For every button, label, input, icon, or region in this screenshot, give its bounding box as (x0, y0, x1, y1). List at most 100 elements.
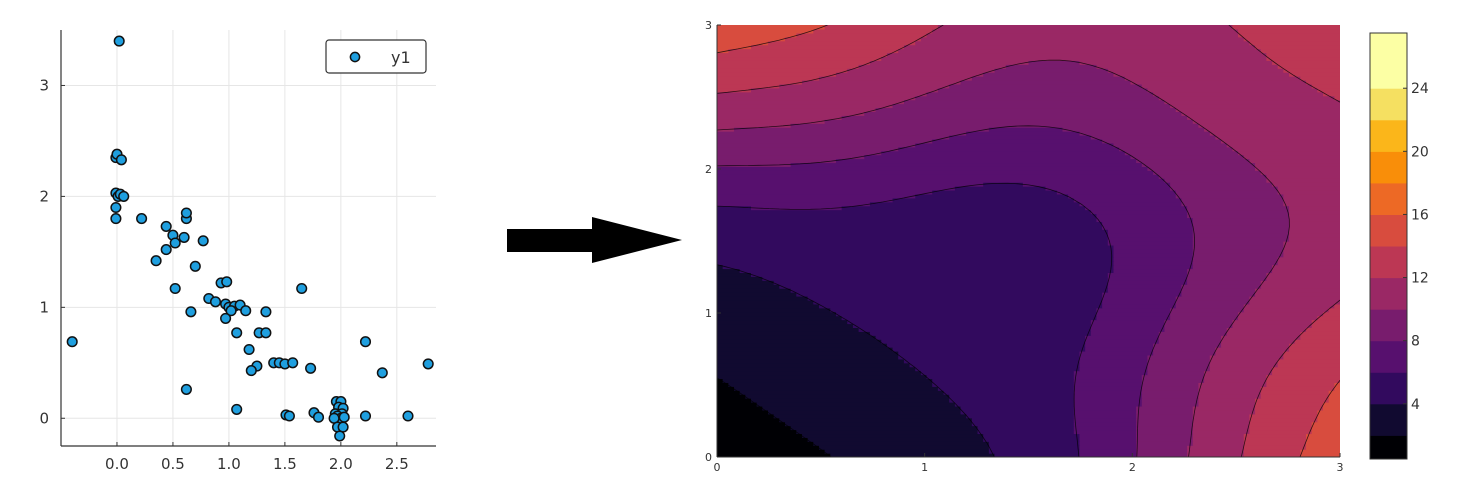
contour-band-cell (813, 441, 990, 446)
contour-band-cell (1073, 390, 1143, 395)
contour-band-cell (717, 217, 1098, 222)
contour-band-cell (1232, 323, 1313, 328)
contour-band-cell (1255, 402, 1324, 407)
contour-band-cell (1073, 402, 1143, 407)
contour-band-cell (1085, 343, 1154, 348)
contour-band-cell (717, 292, 797, 297)
contour-band-cell (1090, 209, 1188, 215)
contour-band-cell (1090, 319, 1166, 325)
contour-band-cell (717, 405, 763, 411)
contour-band-cell (1187, 280, 1262, 285)
contour-band-cell (1096, 213, 1188, 219)
contour-band-cell (717, 331, 871, 336)
contour-band-cell (1181, 197, 1284, 203)
contour-band-cell (717, 166, 1149, 171)
contour-y-tick-label: 2 (705, 163, 712, 176)
contour-band-cell (796, 429, 979, 435)
contour-band-cell (1232, 146, 1340, 152)
contour-band-cell (983, 433, 1081, 438)
contour-band-cell (1136, 429, 1194, 435)
contour-band-cell (983, 72, 1115, 77)
contour-band-cell (1311, 429, 1340, 435)
contour-band-cell (717, 437, 809, 442)
contour-band-cell (1289, 347, 1340, 352)
contour-band-cell (1170, 103, 1340, 109)
contour-band-cell (926, 374, 1075, 380)
contour-band-cell (949, 398, 1075, 403)
scatter-point (245, 365, 257, 377)
scatter-point (178, 231, 190, 243)
contour-band-cell (1283, 350, 1340, 356)
contour-band-cell (1266, 56, 1340, 61)
contour-band-cell (717, 201, 871, 207)
contour-band-cell (1198, 398, 1256, 403)
contour-band-cell (750, 272, 1109, 277)
contour-band-cell (1192, 425, 1250, 431)
contour-band-cell (864, 154, 1132, 160)
scatter-point (169, 282, 181, 295)
contour-band-cell (915, 366, 1081, 372)
contour-band-cell (1243, 441, 1307, 446)
contour-band-cell (1187, 453, 1245, 457)
contour-band-cell (1073, 378, 1143, 383)
contour-band-cell (1079, 445, 1137, 450)
contour-band-cell (1283, 244, 1340, 250)
contour-band-cell (717, 362, 911, 368)
contour-band-cell (1090, 134, 1216, 140)
contour-band-cell (1192, 217, 1290, 222)
scatter-point (312, 411, 325, 423)
contour-band-cell (949, 83, 1143, 89)
contour-band-cell (1306, 327, 1340, 332)
contour-band-cell (1317, 87, 1340, 93)
contour-band-cell (717, 343, 888, 348)
contour-band-cell (1209, 354, 1284, 360)
contour-band-cell (1102, 299, 1177, 305)
scatter-point (189, 260, 201, 272)
contour-band-cell (1107, 284, 1183, 289)
contour-band-cell (1107, 241, 1194, 246)
contour-band-cell (1175, 303, 1245, 309)
contour-band-cell (1272, 60, 1340, 65)
scatter-grid (61, 30, 436, 446)
contour-band-cell (717, 103, 894, 109)
contour-band-cell (1289, 221, 1340, 226)
contour-band-cell (937, 25, 1233, 30)
colorbar-tick-label: 12 (1411, 271, 1429, 287)
scatter-legend: y1 (325, 39, 427, 74)
contour-band-cell (1181, 284, 1262, 289)
contour-band-cell (1085, 339, 1160, 344)
contour-band-cell (1073, 409, 1137, 415)
contour-band-cell (932, 138, 1103, 144)
contour-band-cell (1306, 441, 1340, 446)
contour-band-cell (1113, 268, 1188, 274)
scatter-point (66, 336, 78, 348)
contour-band-cell (1147, 366, 1211, 372)
contour-band-cell (1283, 201, 1340, 207)
contour-band-cell (1073, 417, 1137, 423)
contour-band-cell (717, 347, 894, 352)
contour-band-cell (717, 95, 916, 101)
contour-band-cell (1090, 327, 1166, 332)
contour-band-cell (717, 299, 814, 305)
contour-band-cell (717, 327, 860, 332)
contour-band-cell (1192, 437, 1245, 442)
contour-band-cell (1334, 95, 1340, 101)
contour-x-tick-label: 0 (714, 461, 721, 474)
contour-band-cell (1277, 256, 1340, 262)
contour-band-cell (1289, 343, 1340, 348)
contour-band-cell (717, 390, 741, 395)
colorbar-block (1370, 151, 1407, 184)
contour-band-cell (1158, 331, 1228, 336)
contour-band-cell (1113, 142, 1228, 148)
contour-band-cell (717, 233, 1109, 238)
contour-band-cell (841, 115, 1188, 120)
contour-band-cell (1102, 295, 1177, 301)
contour-band-cell (1255, 398, 1330, 403)
contour-band-cell (1181, 201, 1284, 207)
contour-band-cell (1306, 437, 1340, 442)
contour-band-cell (881, 150, 1126, 156)
contour-band-cell (1294, 339, 1340, 344)
contour-band-cell (717, 138, 933, 144)
contour-band-cell (1102, 292, 1183, 297)
contour-band-cell (1198, 390, 1262, 395)
